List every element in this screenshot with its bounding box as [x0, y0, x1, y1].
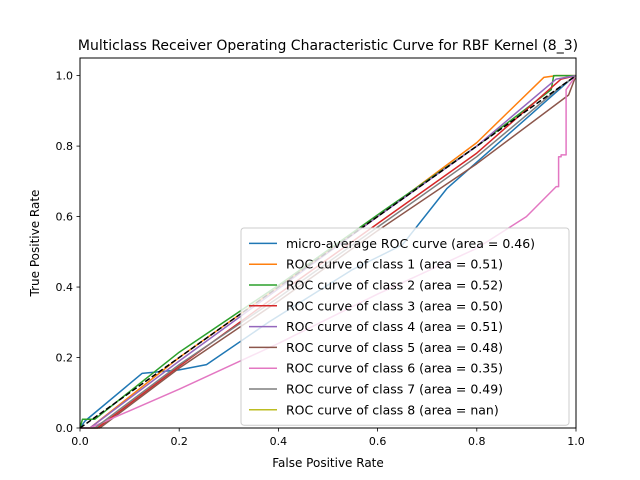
legend-label-5: ROC curve of class 5 (area = 0.48) [286, 340, 503, 355]
x-tick-label: 0.0 [71, 435, 89, 448]
legend-label-0: micro-average ROC curve (area = 0.46) [286, 236, 535, 251]
series-line-6 [80, 75, 577, 429]
legend-label-8: ROC curve of class 8 (area = nan) [286, 402, 499, 417]
legend-label-3: ROC curve of class 3 (area = 0.50) [286, 298, 503, 313]
legend-box [240, 227, 570, 426]
y-tick-label: 0.6 [56, 211, 74, 224]
legend-label-4: ROC curve of class 4 (area = 0.51) [286, 319, 503, 334]
y-tick-label: 1.0 [56, 70, 74, 83]
y-tick-label: 0.4 [56, 281, 74, 294]
y-axis-ticks: 0.0 0.2 0.4 0.6 0.8 1.0 [56, 70, 80, 435]
legend: micro-average ROC curve (area = 0.46) ROC… [240, 227, 570, 426]
x-axis-ticks: 0.0 0.2 0.4 0.6 0.8 1.0 [71, 428, 585, 448]
legend-label-7: ROC curve of class 7 (area = 0.49) [286, 382, 503, 397]
y-tick-label: 0.8 [56, 140, 74, 153]
legend-label-6: ROC curve of class 6 (area = 0.35) [286, 361, 503, 376]
y-axis-label: True Positive Rate [28, 190, 42, 298]
x-tick-label: 0.6 [369, 435, 387, 448]
x-tick-label: 0.8 [468, 435, 486, 448]
y-tick-label: 0.2 [56, 352, 74, 365]
plot-frame [79, 57, 577, 429]
x-tick-label: 1.0 [567, 435, 585, 448]
y-tick-label: 0.0 [56, 422, 74, 435]
x-tick-label: 0.4 [270, 435, 288, 448]
legend-label-1: ROC curve of class 1 (area = 0.51) [286, 257, 503, 272]
chart-title: Multiclass Receiver Operating Characteri… [78, 38, 578, 54]
x-axis-label: False Positive Rate [272, 456, 384, 470]
x-tick-label: 0.2 [170, 435, 188, 448]
legend-label-2: ROC curve of class 2 (area = 0.52) [286, 278, 503, 293]
